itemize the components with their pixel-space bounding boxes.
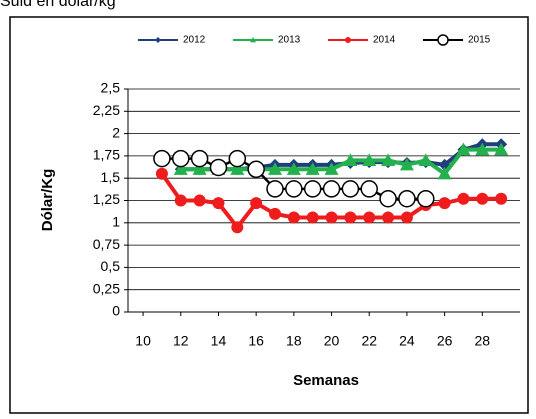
x-tick-label: 24 bbox=[399, 333, 415, 349]
marker bbox=[363, 211, 376, 224]
marker bbox=[192, 162, 207, 175]
marker bbox=[438, 197, 451, 210]
marker bbox=[324, 162, 339, 175]
marker bbox=[343, 153, 358, 166]
marker bbox=[382, 211, 395, 224]
marker bbox=[209, 158, 228, 177]
y-tick-label: 2,5 bbox=[101, 80, 121, 96]
marker bbox=[268, 162, 282, 175]
page-title: Suld en dólar/kg bbox=[0, 0, 116, 10]
marker bbox=[494, 142, 509, 156]
marker bbox=[381, 153, 396, 166]
marker bbox=[228, 149, 247, 168]
x-tick-label: 22 bbox=[361, 333, 377, 349]
y-tick-label: 2 bbox=[112, 124, 120, 140]
y-tick-label: 1,75 bbox=[93, 147, 120, 163]
marker bbox=[286, 162, 301, 175]
x-axis-label: Semanas bbox=[293, 372, 359, 389]
x-tick-label: 14 bbox=[211, 333, 227, 349]
marker bbox=[193, 194, 206, 207]
y-tick-label: 1 bbox=[112, 214, 120, 230]
legend-label: 2014 bbox=[373, 35, 396, 46]
chart-frame bbox=[9, 16, 529, 414]
x-tick-label: 16 bbox=[248, 333, 264, 349]
y-tick-label: 1,5 bbox=[101, 169, 121, 185]
legend-label: 2012 bbox=[183, 35, 206, 46]
marker bbox=[303, 180, 322, 198]
marker bbox=[247, 160, 265, 179]
marker bbox=[172, 149, 190, 168]
x-tick-label: 10 bbox=[135, 333, 151, 349]
marker bbox=[345, 37, 351, 43]
marker bbox=[456, 142, 471, 156]
marker bbox=[250, 37, 256, 43]
marker bbox=[418, 153, 433, 166]
marker bbox=[250, 197, 263, 210]
marker bbox=[475, 142, 490, 156]
marker bbox=[230, 162, 245, 175]
marker bbox=[285, 180, 303, 198]
marker bbox=[437, 34, 449, 46]
marker bbox=[153, 149, 171, 168]
marker bbox=[379, 189, 397, 208]
marker bbox=[269, 207, 281, 220]
marker bbox=[190, 149, 209, 168]
marker bbox=[398, 189, 416, 208]
marker bbox=[231, 221, 244, 234]
x-tick-label: 12 bbox=[173, 333, 189, 349]
marker bbox=[155, 167, 168, 180]
marker bbox=[322, 180, 341, 198]
legend-label: 2013 bbox=[278, 35, 301, 46]
x-tick-label: 26 bbox=[437, 333, 453, 349]
marker bbox=[417, 189, 435, 208]
marker bbox=[400, 211, 413, 224]
y-tick-label: 0,5 bbox=[101, 258, 121, 274]
x-tick-label: 20 bbox=[324, 333, 340, 349]
y-tick-label: 0,25 bbox=[93, 280, 120, 296]
x-tick-label: 18 bbox=[286, 333, 302, 349]
marker bbox=[305, 162, 320, 175]
y-tick-label: 0 bbox=[112, 303, 120, 319]
marker bbox=[399, 157, 414, 171]
marker bbox=[495, 192, 508, 205]
marker bbox=[437, 166, 452, 180]
marker bbox=[476, 192, 489, 205]
y-tick-label: 0,75 bbox=[93, 236, 120, 252]
marker bbox=[457, 192, 470, 205]
marker bbox=[174, 194, 187, 207]
y-tick-label: 2,25 bbox=[93, 102, 120, 118]
marker bbox=[212, 197, 225, 210]
legend-label: 2015 bbox=[468, 35, 491, 46]
marker bbox=[155, 37, 161, 43]
marker bbox=[341, 180, 360, 198]
marker bbox=[360, 180, 378, 198]
marker bbox=[173, 162, 188, 175]
marker bbox=[362, 153, 377, 166]
y-axis-label: Dólar/Kg bbox=[39, 169, 56, 232]
marker bbox=[344, 211, 357, 224]
marker bbox=[287, 211, 300, 224]
marker bbox=[325, 211, 338, 224]
x-tick-label: 28 bbox=[475, 333, 491, 349]
marker bbox=[266, 180, 284, 198]
marker bbox=[306, 211, 319, 224]
y-tick-label: 1,25 bbox=[93, 191, 120, 207]
